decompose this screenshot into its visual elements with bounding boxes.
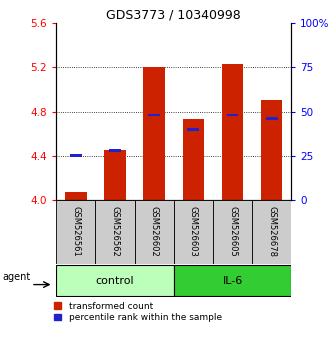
Bar	[174, 200, 213, 264]
Bar	[148, 114, 160, 116]
Bar	[65, 192, 87, 200]
Bar	[56, 266, 174, 296]
Text: agent: agent	[3, 272, 31, 281]
Text: GSM526562: GSM526562	[111, 206, 119, 257]
Text: GSM526605: GSM526605	[228, 206, 237, 257]
Text: control: control	[96, 275, 134, 286]
Text: GSM526603: GSM526603	[189, 206, 198, 257]
Bar	[104, 150, 126, 200]
Text: GSM526678: GSM526678	[267, 206, 276, 257]
Bar	[143, 67, 165, 200]
Bar	[109, 149, 121, 152]
Bar	[222, 64, 243, 200]
Bar	[174, 266, 291, 296]
Bar	[56, 200, 95, 264]
Bar	[135, 200, 174, 264]
Bar	[95, 200, 135, 264]
Bar	[187, 128, 199, 131]
Legend: transformed count, percentile rank within the sample: transformed count, percentile rank withi…	[54, 302, 222, 322]
Bar	[227, 114, 238, 116]
Bar	[213, 200, 252, 264]
Bar	[252, 200, 291, 264]
Text: GSM526561: GSM526561	[71, 206, 80, 257]
Bar	[70, 154, 82, 157]
Text: IL-6: IL-6	[222, 275, 243, 286]
Title: GDS3773 / 10340998: GDS3773 / 10340998	[106, 9, 241, 22]
Bar	[183, 119, 204, 200]
Bar	[261, 101, 282, 200]
Text: GSM526602: GSM526602	[150, 206, 159, 257]
Bar	[266, 117, 278, 120]
